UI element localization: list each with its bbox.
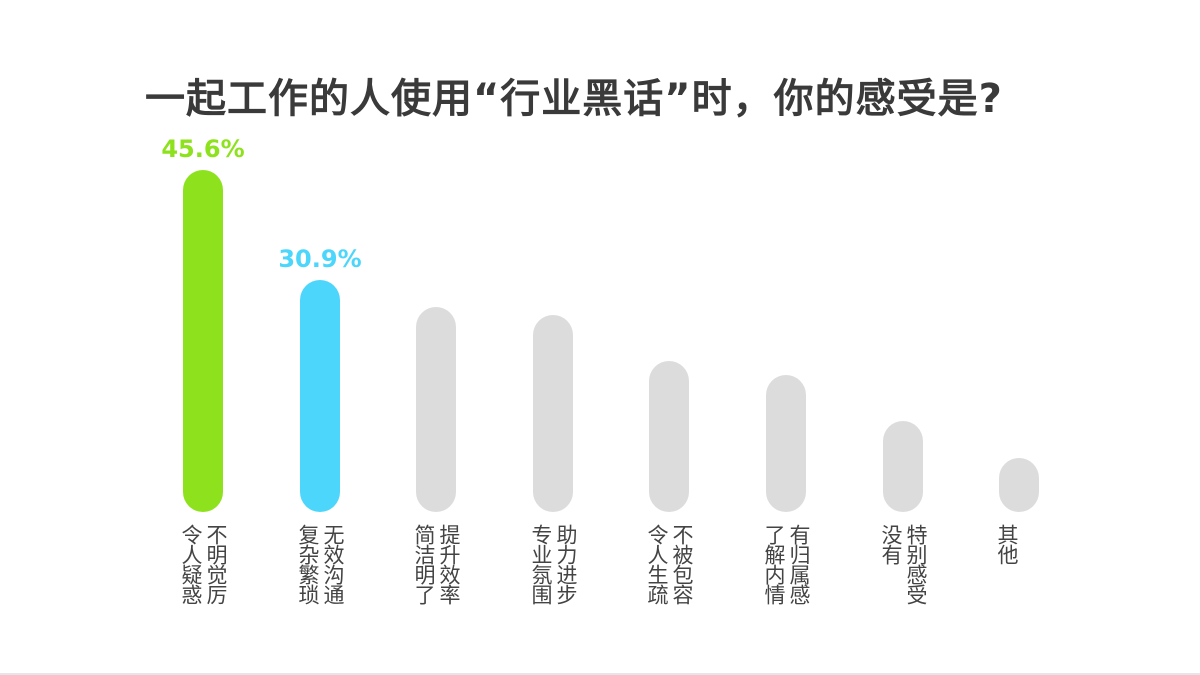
category-label: 提升效率 简洁明了 <box>412 524 461 604</box>
category-label: 有归属感 了解内情 <box>762 524 811 604</box>
category-label-line: 有归属感 <box>787 524 811 604</box>
bar <box>416 307 456 512</box>
category-label-line: 不被包容 <box>670 524 694 604</box>
category-label-line: 特别感受 <box>904 524 928 604</box>
category-label: 不明觉厉 令人疑惑 <box>179 524 228 604</box>
category-label: 无效沟通 复杂繁琐 <box>296 524 345 604</box>
category-label-line: 令人疑惑 <box>179 524 203 604</box>
category-label-line: 专业氛围 <box>529 524 553 604</box>
category-label-line: 其他 <box>995 524 1019 564</box>
bar <box>649 361 689 512</box>
category-label: 特别感受 没有 <box>879 524 928 604</box>
category-label-line: 复杂繁琐 <box>296 524 320 604</box>
category-label-line: 令人生疏 <box>645 524 669 604</box>
category-label-line: 不明觉厉 <box>204 524 228 604</box>
category-label-line: 无效沟通 <box>321 524 345 604</box>
bar <box>883 421 923 512</box>
category-label-line: 助力进步 <box>554 524 578 604</box>
bar <box>766 374 806 512</box>
chart-title: 一起工作的人使用“行业黑话”时，你的感受是? <box>145 76 1003 122</box>
value-label: 30.9% <box>278 245 362 274</box>
bar <box>183 170 223 512</box>
category-label: 助力进步 专业氛围 <box>529 524 578 604</box>
category-label-line: 提升效率 <box>437 524 461 604</box>
category-label-line: 简洁明了 <box>412 524 436 604</box>
bar <box>533 314 573 512</box>
value-label: 45.6% <box>161 135 245 163</box>
category-label-line: 了解内情 <box>762 524 786 604</box>
category-label-line: 没有 <box>879 524 903 564</box>
bar <box>300 280 340 512</box>
divider <box>0 673 1200 675</box>
bar <box>999 458 1039 512</box>
category-label: 其他 <box>995 524 1019 564</box>
category-label: 不被包容 令人生疏 <box>645 524 694 604</box>
